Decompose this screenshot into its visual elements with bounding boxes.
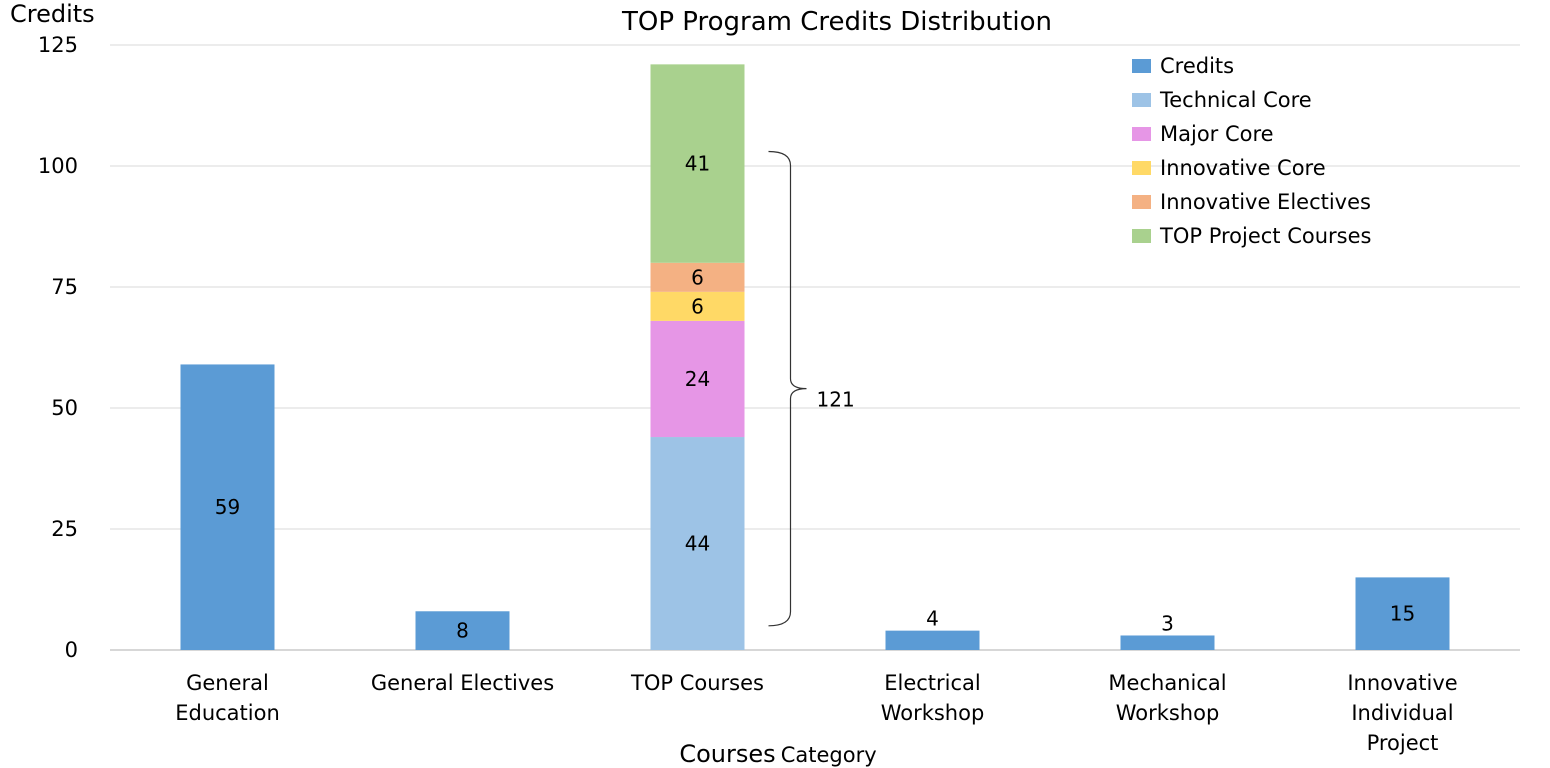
legend-label: Technical Core bbox=[1159, 88, 1312, 112]
y-tick-label: 125 bbox=[38, 33, 78, 57]
data-label: 6 bbox=[691, 265, 704, 289]
x-axis-label: Courses Category bbox=[679, 740, 876, 768]
legend-swatch bbox=[1132, 127, 1151, 141]
y-tick-label: 0 bbox=[65, 638, 78, 662]
bar-segment bbox=[650, 291, 745, 321]
data-label: 15 bbox=[1390, 602, 1415, 626]
x-axis-label-sub: Category bbox=[781, 743, 877, 767]
y-axis-ticks: 0 25 50 75 100 125 bbox=[38, 33, 78, 662]
y-tick-label: 75 bbox=[51, 275, 78, 299]
legend-swatch bbox=[1132, 93, 1151, 107]
brace-annotation bbox=[768, 150, 807, 627]
legend-label: Major Core bbox=[1160, 122, 1274, 146]
x-tick-label-line: Mechanical bbox=[1108, 671, 1226, 695]
legend-swatch bbox=[1132, 195, 1151, 209]
gridlines bbox=[110, 44, 1520, 651]
y-tick-label: 100 bbox=[38, 154, 78, 178]
x-tick-label-line: Workshop bbox=[1116, 701, 1220, 725]
bar-segment bbox=[650, 320, 745, 438]
data-label: 24 bbox=[685, 367, 710, 391]
x-tick-label: Mechanical Workshop bbox=[1108, 671, 1226, 725]
data-label: 59 bbox=[215, 495, 240, 519]
bar-segment bbox=[885, 630, 980, 650]
legend-swatch bbox=[1132, 161, 1151, 175]
legend-label: TOP Project Courses bbox=[1159, 224, 1371, 248]
legend-label: Innovative Core bbox=[1160, 156, 1326, 180]
x-tick-label-line: Innovative bbox=[1347, 671, 1457, 695]
x-tick-label: General Education bbox=[175, 671, 280, 725]
data-label: 44 bbox=[685, 532, 710, 556]
x-tick-label-line: Education bbox=[175, 701, 280, 725]
y-axis-label: Credits bbox=[10, 0, 95, 28]
x-tick-label: Innovative Individual Project bbox=[1347, 671, 1457, 755]
x-tick-label: General Electives bbox=[371, 671, 554, 695]
x-tick-label-line: Individual bbox=[1351, 701, 1453, 725]
data-label: 41 bbox=[685, 152, 710, 176]
annotation-label: 121 bbox=[817, 388, 855, 412]
x-tick-label: Electrical Workshop bbox=[881, 671, 985, 725]
data-label: 4 bbox=[926, 607, 939, 631]
x-tick-label-line: Project bbox=[1367, 731, 1439, 755]
legend-label: Credits bbox=[1160, 54, 1234, 78]
x-tick-label: TOP Courses bbox=[630, 671, 764, 695]
data-label: 8 bbox=[456, 619, 469, 643]
chart-title: TOP Program Credits Distribution bbox=[621, 7, 1052, 37]
y-tick-label: 50 bbox=[51, 396, 78, 420]
bar-segment bbox=[415, 611, 510, 650]
x-axis-label-main: Courses bbox=[679, 740, 775, 768]
data-labels: 59 8 4 3 15 44 24 6 6 41 bbox=[215, 152, 1415, 643]
bar-segment bbox=[180, 364, 275, 650]
legend: Credits Technical Core Major Core Innovativ… bbox=[1132, 54, 1371, 248]
x-tick-label-line: General bbox=[186, 671, 269, 695]
annotations: 121 bbox=[768, 150, 855, 627]
x-tick-label-line: General Electives bbox=[371, 671, 554, 695]
x-tick-label-line: TOP Courses bbox=[630, 671, 764, 695]
y-tick-label: 25 bbox=[51, 517, 78, 541]
legend-label: Innovative Electives bbox=[1160, 190, 1371, 214]
bar-segment bbox=[1120, 635, 1215, 650]
bar-segment bbox=[1355, 577, 1450, 650]
bar-segment bbox=[650, 64, 745, 263]
legend-swatch bbox=[1132, 59, 1151, 73]
x-tick-label-line: Workshop bbox=[881, 701, 985, 725]
data-label: 3 bbox=[1161, 611, 1174, 635]
x-tick-label-line: Electrical bbox=[884, 671, 981, 695]
bars bbox=[180, 64, 1450, 650]
bar-segment bbox=[650, 437, 745, 650]
x-axis-ticks: General Education General Electives TOP Cou… bbox=[175, 671, 1457, 755]
data-label: 6 bbox=[691, 294, 704, 318]
bar-segment bbox=[650, 262, 745, 292]
legend-swatch bbox=[1132, 229, 1151, 243]
